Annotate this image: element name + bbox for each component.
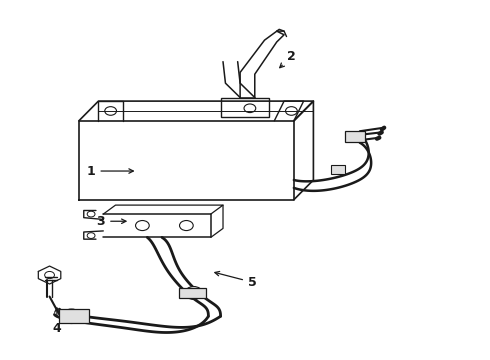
Text: 4: 4	[52, 308, 61, 335]
Circle shape	[185, 287, 202, 300]
Bar	[345, 131, 365, 142]
Text: 2: 2	[280, 50, 296, 68]
Bar	[331, 165, 345, 174]
Bar	[220, 98, 270, 117]
Bar	[179, 288, 206, 298]
Bar	[59, 309, 89, 323]
Text: 3: 3	[97, 215, 126, 228]
Text: 1: 1	[87, 165, 133, 177]
Circle shape	[62, 309, 81, 323]
Text: 5: 5	[215, 271, 257, 289]
